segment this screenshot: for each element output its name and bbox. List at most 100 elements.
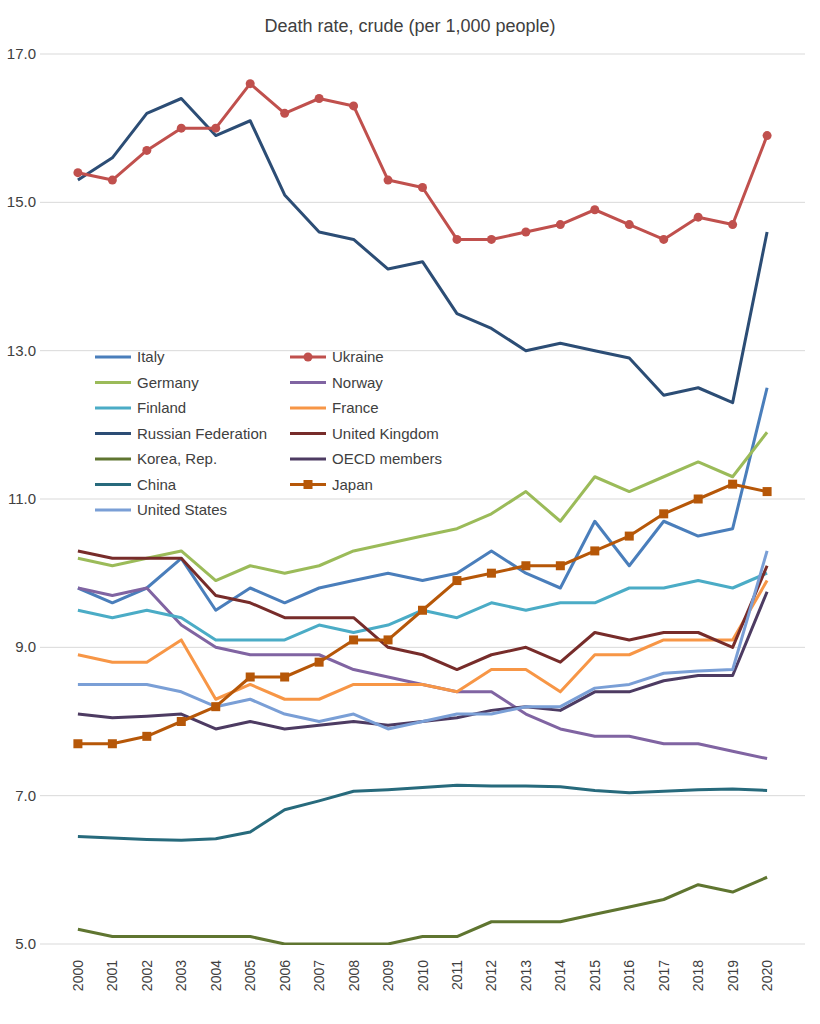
x-tick-label: 2011	[449, 960, 465, 990]
marker	[315, 94, 324, 103]
x-tick-label: 2016	[621, 960, 637, 991]
marker	[73, 739, 82, 748]
marker	[728, 480, 737, 489]
marker	[384, 635, 393, 644]
marker	[521, 228, 530, 237]
series-line	[78, 592, 767, 729]
x-tick-label: 2007	[311, 960, 327, 991]
legend-marker	[304, 353, 313, 362]
legend: ItalyUkraineGermanyNorwayFinlandFranceRu…	[95, 348, 442, 518]
marker	[108, 739, 117, 748]
marker	[418, 183, 427, 192]
series-line	[78, 573, 767, 640]
marker	[556, 220, 565, 229]
legend-label: United States	[137, 501, 227, 518]
marker	[280, 673, 289, 682]
grid-line	[40, 647, 805, 648]
marker	[590, 546, 599, 555]
y-tick-label: 17.0	[7, 45, 36, 62]
marker	[349, 101, 358, 110]
x-tick-label: 2020	[759, 960, 775, 991]
marker	[280, 109, 289, 118]
y-tick-label: 11.0	[8, 490, 36, 507]
legend-label: Finland	[137, 399, 186, 416]
x-tick-label: 2002	[139, 960, 155, 991]
legend-label: Germany	[137, 374, 199, 391]
marker	[142, 732, 151, 741]
x-tick-label: 2008	[346, 960, 362, 991]
y-tick-label: 7.0	[15, 787, 36, 804]
legend-swatch	[95, 381, 131, 384]
legend-marker	[304, 480, 313, 489]
grid-line	[40, 944, 805, 945]
legend-label: OECD members	[332, 450, 442, 467]
legend-swatch	[290, 458, 326, 461]
grid-line	[40, 54, 805, 55]
title: Death rate, crude (per 1,000 people)	[264, 16, 555, 36]
marker	[315, 658, 324, 667]
background	[0, 0, 820, 1024]
marker	[659, 235, 668, 244]
series-line	[78, 84, 767, 240]
marker	[211, 124, 220, 133]
marker	[177, 717, 186, 726]
marker	[73, 168, 82, 177]
marker	[177, 124, 186, 133]
series-line	[78, 388, 767, 611]
legend-swatch	[95, 432, 131, 435]
marker	[694, 213, 703, 222]
marker	[521, 561, 530, 570]
legend-swatch	[290, 407, 326, 410]
x-tick-label: 2017	[656, 960, 672, 991]
marker	[487, 569, 496, 578]
x-tick-label: 2010	[415, 960, 431, 991]
marker	[625, 220, 634, 229]
x-tick-label: 2003	[173, 960, 189, 991]
marker	[246, 673, 255, 682]
legend-label: France	[332, 399, 379, 416]
x-tick-label: 2015	[587, 960, 603, 991]
legend-swatch	[95, 356, 131, 359]
plot-area	[73, 79, 771, 944]
legend-swatch	[290, 432, 326, 435]
series-line	[78, 551, 767, 729]
marker	[246, 79, 255, 88]
x-tick-label: 2013	[518, 960, 534, 991]
legend-label: United Kingdom	[332, 425, 439, 442]
marker	[349, 635, 358, 644]
marker	[659, 509, 668, 518]
grid-line	[40, 202, 805, 203]
marker	[418, 606, 427, 615]
marker	[728, 220, 737, 229]
series-line	[78, 551, 767, 670]
marker	[694, 495, 703, 504]
marker	[556, 561, 565, 570]
y-tick-label: 9.0	[15, 638, 36, 655]
x-tick-label: 2014	[552, 960, 568, 991]
grid-line	[40, 499, 805, 500]
x-tick-label: 2000	[70, 960, 86, 991]
series-line	[78, 99, 767, 403]
legend-label: Korea, Rep.	[137, 450, 217, 467]
marker	[452, 576, 461, 585]
marker	[142, 146, 151, 155]
legend-swatch	[95, 407, 131, 410]
legend-swatch	[290, 381, 326, 384]
x-tick-label: 2019	[725, 960, 741, 991]
legend-label: Ukraine	[332, 348, 384, 365]
x-tick-label: 2005	[242, 960, 258, 991]
marker	[625, 532, 634, 541]
x-tick-label: 2006	[277, 960, 293, 991]
y-tick-label: 5.0	[15, 935, 36, 952]
legend-label: China	[137, 476, 177, 493]
x-tick-label: 2001	[104, 960, 120, 991]
legend-swatch	[95, 458, 131, 461]
marker	[590, 205, 599, 214]
chart: Death rate, crude (per 1,000 people) 5.0 7…	[0, 0, 820, 1024]
legend-label: Norway	[332, 374, 383, 391]
marker	[763, 131, 772, 140]
legend-swatch	[95, 483, 131, 486]
x-tick-label: 2009	[380, 960, 396, 991]
x-tick-label: 2018	[690, 960, 706, 991]
legend-label: Japan	[332, 476, 373, 493]
